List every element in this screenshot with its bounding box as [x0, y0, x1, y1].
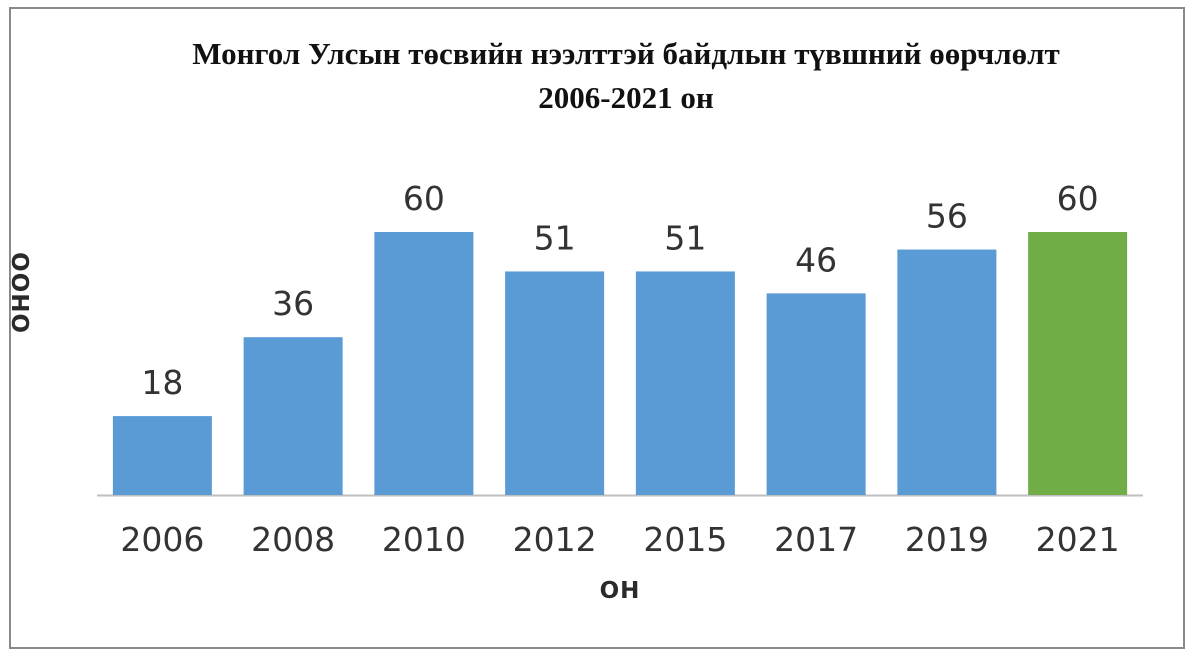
x-tick-label-2008: 2008 [251, 520, 335, 559]
data-label-2017: 46 [795, 240, 837, 279]
x-tick-label-2021: 2021 [1036, 520, 1120, 559]
x-tick-label-2017: 2017 [774, 520, 858, 559]
data-label-2006: 18 [141, 363, 183, 402]
bar-2012 [505, 271, 605, 495]
chart-title: Монгол Улсын төсвийн нээлттэй байдлын тү… [192, 36, 1060, 71]
x-tick-label-2019: 2019 [905, 520, 989, 559]
x-tick-label-2006: 2006 [120, 520, 204, 559]
x-axis-label: ОН [599, 578, 641, 604]
data-label-2015: 51 [664, 218, 706, 257]
data-label-2010: 60 [403, 179, 445, 218]
data-label-2021: 60 [1057, 179, 1099, 218]
x-tick-label-2010: 2010 [382, 520, 466, 559]
x-tick-label-2012: 2012 [513, 520, 597, 559]
data-label-2019: 56 [926, 197, 968, 236]
data-label-2008: 36 [272, 284, 314, 323]
y-axis-label: ОНОО [9, 251, 35, 333]
bar-2019 [897, 249, 997, 495]
data-label-2012: 51 [534, 218, 576, 257]
bar-2017 [766, 293, 866, 495]
bar-2015 [635, 271, 735, 495]
x-tick-label-2015: 2015 [643, 520, 727, 559]
bar-2006 [112, 416, 212, 495]
bar-2010 [374, 232, 474, 495]
bar-2021 [1028, 232, 1128, 495]
bar-2008 [243, 337, 343, 495]
chart-subtitle: 2006-2021 он [538, 80, 714, 115]
